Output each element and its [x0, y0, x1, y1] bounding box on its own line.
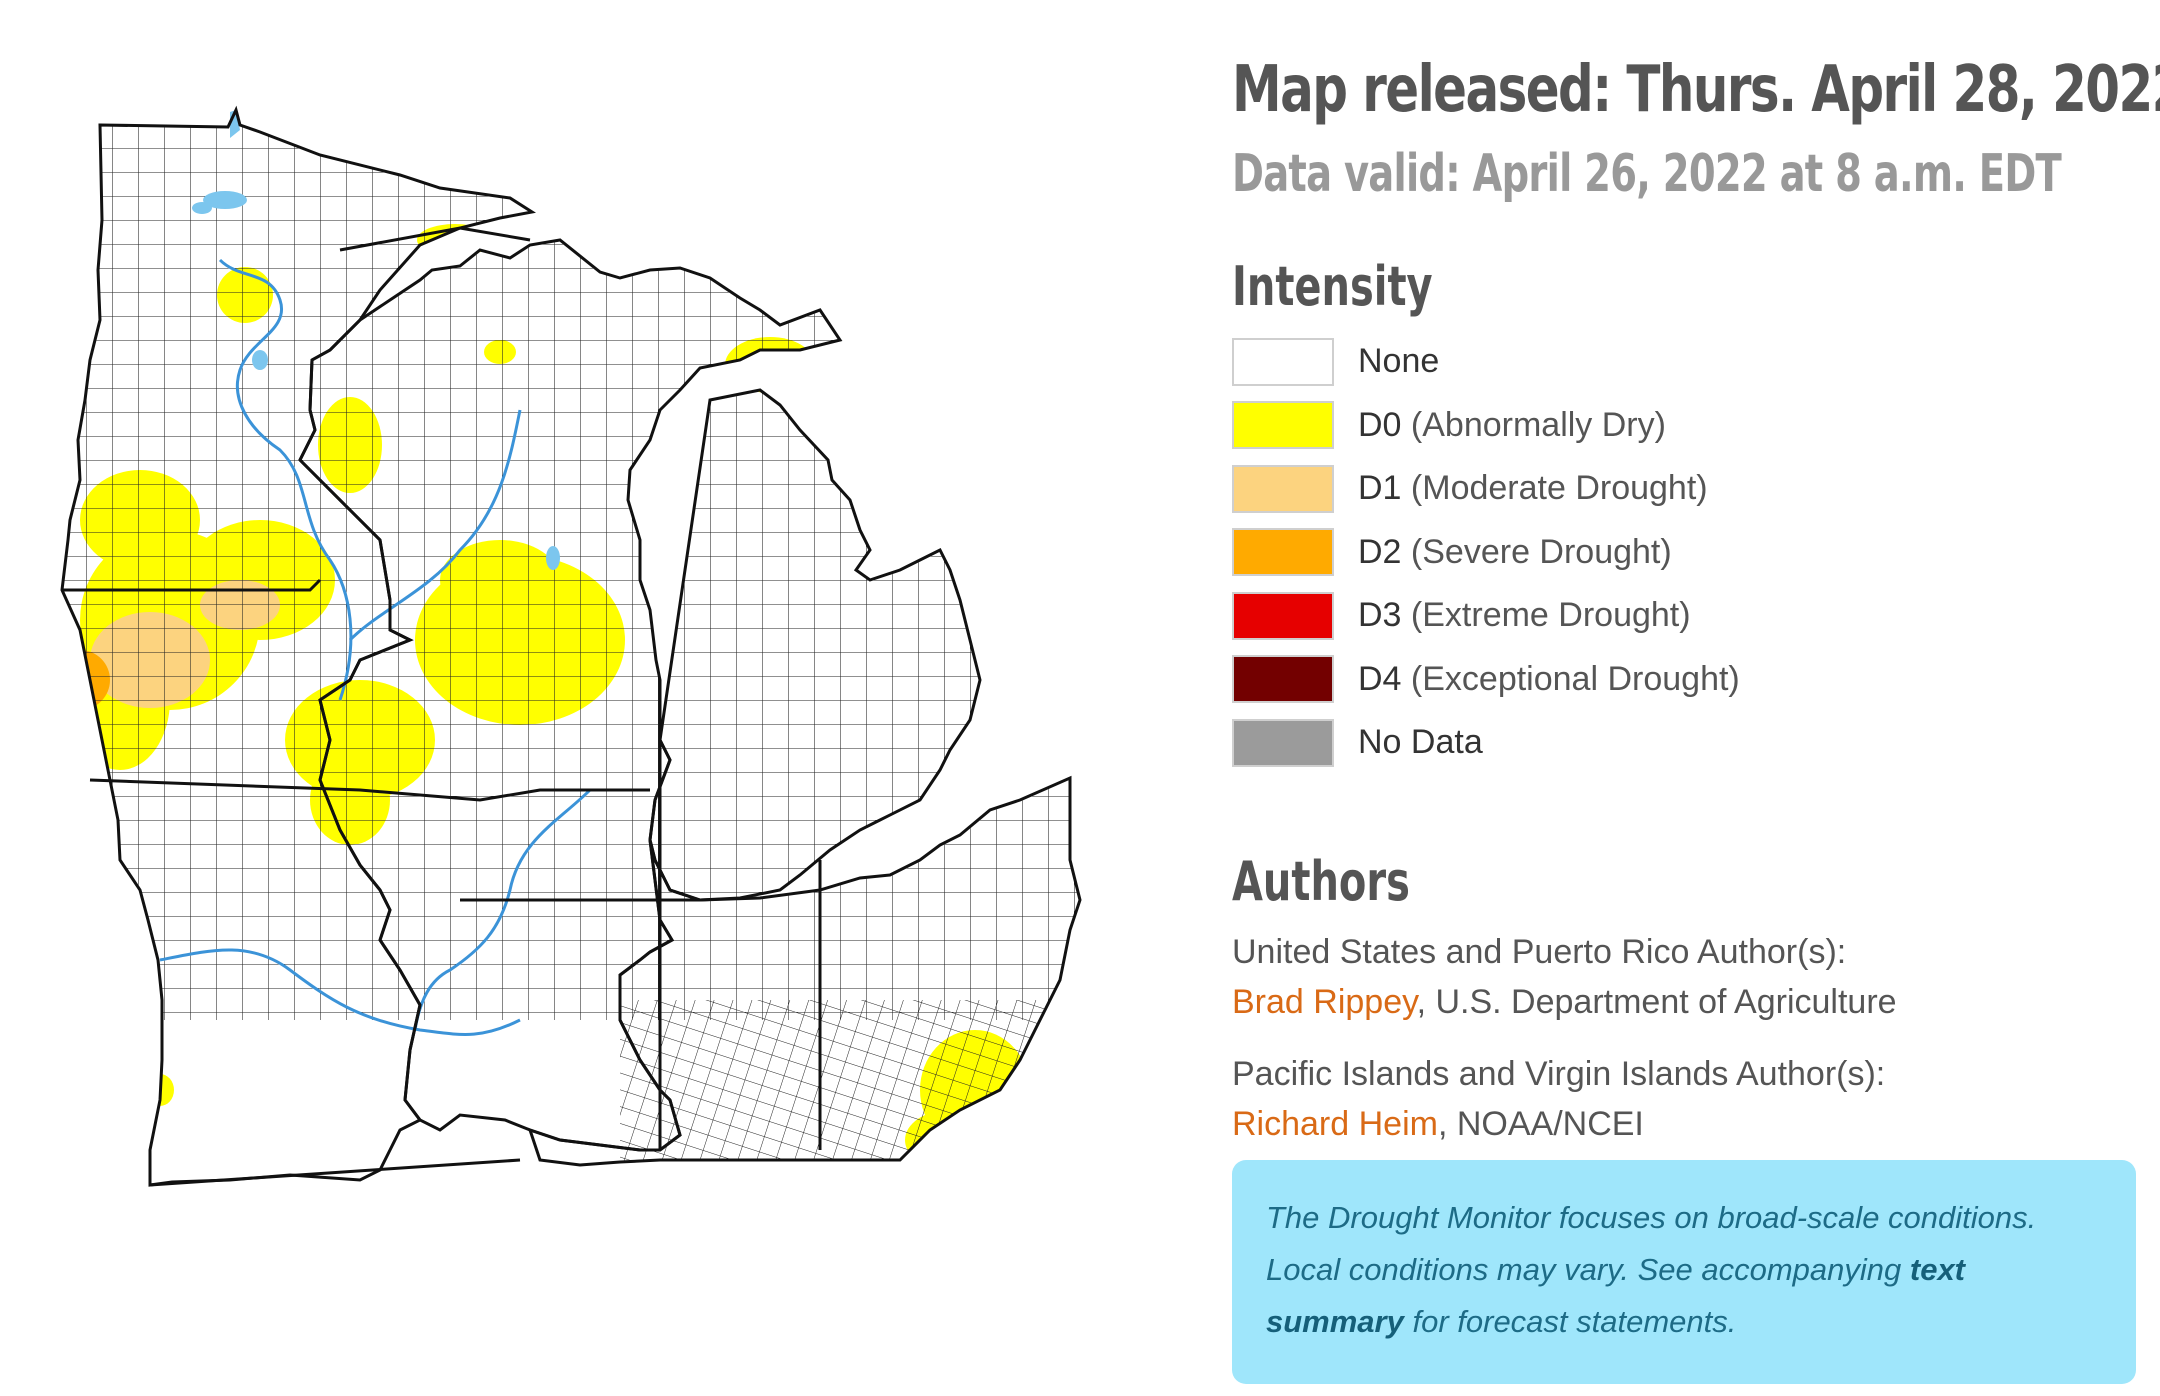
pi-author-line: Richard Heim, NOAA/NCEI: [1232, 1099, 2132, 1149]
legend-swatch-none: [1232, 337, 1334, 386]
legend-code: D2: [1358, 532, 1402, 571]
legend-swatch-d1: [1232, 464, 1334, 513]
info-panel: Map released: Thurs. April 28, 2022 Data…: [1232, 44, 2160, 1149]
legend-code: D3: [1358, 596, 1402, 635]
legend-code: D4: [1358, 659, 1402, 698]
text-summary-link[interactable]: text summary: [1266, 1252, 1966, 1339]
note-text-after: for forecast statements.: [1403, 1304, 1737, 1339]
legend-row-d1: D1 (Moderate Drought): [1232, 457, 2132, 521]
disclaimer-note: The Drought Monitor focuses on broad-sca…: [1232, 1160, 2136, 1384]
legend-row-d0: D0 (Abnormally Dry): [1232, 394, 2132, 458]
legend-row-none: None: [1232, 330, 2132, 394]
intensity-heading: Intensity: [1232, 255, 1433, 318]
map-released-title: Map released: Thurs. April 28, 2022: [1232, 53, 2160, 127]
legend-code: No Data: [1358, 723, 1483, 762]
authors-heading: Authors: [1232, 849, 1410, 913]
data-valid-subtitle: Data valid: April 26, 2022 at 8 a.m. EDT: [1232, 144, 2062, 204]
legend-swatch-d3: [1232, 591, 1334, 640]
legend-desc: (Abnormally Dry): [1410, 405, 1666, 444]
lakes: [192, 110, 560, 570]
legend-code: D1: [1358, 469, 1402, 508]
us-author-line: Brad Rippey, U.S. Department of Agricult…: [1232, 977, 2132, 1027]
state-borders: [60, 108, 1082, 1187]
us-authors-label: United States and Puerto Rico Author(s):: [1232, 932, 1847, 971]
legend-desc: (Moderate Drought): [1410, 469, 1708, 508]
legend-swatch-no-data: [1232, 718, 1334, 767]
legend-row-no-data: No Data: [1232, 711, 2132, 775]
legend-desc: (Severe Drought): [1410, 532, 1672, 571]
legend-row-d4: D4 (Exceptional Drought): [1232, 648, 2132, 712]
legend-row-d2: D2 (Severe Drought): [1232, 521, 2132, 585]
legend-desc: (Exceptional Drought): [1410, 659, 1740, 698]
drought-map: [60, 100, 1100, 1250]
legend-swatch-d2: [1232, 528, 1334, 577]
pi-author-org: , NOAA/NCEI: [1437, 1104, 1644, 1143]
county-lines: [62, 110, 1080, 1170]
note-text-before: The Drought Monitor focuses on broad-sca…: [1266, 1200, 2037, 1287]
pi-authors-label: Pacific Islands and Virgin Islands Autho…: [1232, 1054, 1886, 1093]
legend-swatch-d0: [1232, 401, 1334, 450]
legend-row-d3: D3 (Extreme Drought): [1232, 584, 2132, 648]
rivers: [159, 258, 592, 1036]
legend-desc: (Extreme Drought): [1410, 596, 1691, 635]
legend: None D0 (Abnormally Dry) D1 (Moderate Dr…: [1232, 330, 2132, 775]
legend-code: D0: [1358, 405, 1402, 444]
legend-code: None: [1358, 342, 1440, 381]
us-author-name: Brad Rippey: [1232, 982, 1417, 1021]
legend-swatch-d4: [1232, 655, 1334, 704]
us-author-org: , U.S. Department of Agriculture: [1416, 982, 1897, 1021]
pi-author-name: Richard Heim: [1232, 1104, 1438, 1143]
